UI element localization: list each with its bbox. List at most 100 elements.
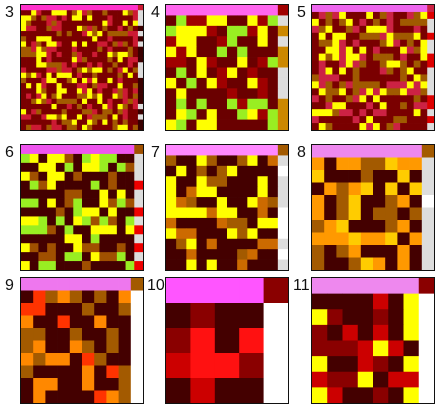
matrix-cell [31,72,37,79]
matrix-cell [397,145,410,158]
matrix-cell [69,328,83,341]
matrix-cell [116,162,126,173]
matrix-cell [386,116,394,124]
matrix-cell [92,15,98,21]
matrix-cell [36,93,42,100]
matrix-cell [26,98,32,105]
matrix-cell [327,293,343,310]
matrix-cell [130,278,143,291]
matrix-cell [57,390,71,403]
matrix-cell [176,155,187,167]
matrix-cell [130,353,143,366]
matrix-cell [421,145,434,158]
matrix-cell [26,46,32,53]
matrix-cell [427,81,434,89]
matrix-cell [51,10,57,16]
matrix-cell [64,162,74,173]
matrix-cell [64,145,74,155]
matrix-10-svg [166,278,288,403]
matrix-cell [29,216,39,226]
matrix-cell [66,114,73,120]
matrix-cell [186,5,197,16]
matrix-cell [312,46,320,54]
matrix-cell [64,261,74,270]
matrix-cell [357,340,374,357]
matrix-cell [92,88,98,94]
matrix-cell [134,171,143,182]
matrix-cell [345,11,354,20]
matrix-cell [69,278,83,291]
matrix-cell [400,81,408,89]
matrix-cell [176,259,187,270]
matrix-cell [56,51,63,58]
matrix-cell [33,303,46,316]
matrix-cell [73,171,83,182]
matrix-cell [418,278,434,294]
matrix-panel-6 [20,144,144,271]
matrix-cell [373,46,381,54]
matrix-cell [420,67,428,75]
matrix-cell [166,217,177,229]
matrix-cell [73,207,83,217]
matrix-cell [373,95,381,103]
matrix-cell [82,315,95,329]
matrix-cell [87,83,93,89]
matrix-cell [413,39,421,48]
matrix-cell [90,207,100,217]
matrix-cell [116,189,126,199]
matrix-cell [112,5,118,11]
matrix-cell [116,207,126,217]
matrix-cell [69,315,83,329]
matrix-cell [82,103,88,110]
matrix-cell [196,249,208,260]
matrix-cell [373,39,381,48]
matrix-cell [237,119,248,130]
matrix-cell [373,123,381,130]
matrix-cell [122,36,129,42]
matrix-cell [386,81,394,89]
matrix-cell [196,36,208,48]
matrix-cell [227,109,238,120]
matrix-cell [237,15,248,27]
matrix-cell [388,324,404,341]
matrix-cell [332,11,340,20]
matrix-cell [373,182,386,196]
matrix-cell [82,171,92,182]
matrix-cell [421,207,434,221]
matrix-cell [385,195,398,208]
matrix-cell [373,74,381,82]
matrix-cell [352,18,360,27]
matrix-cell [324,157,337,171]
matrix-cell [360,220,374,233]
matrix-cell [379,81,387,89]
matrix-cell [196,67,208,79]
matrix-cell [108,171,118,182]
matrix-cell [102,20,108,27]
matrix-cell [90,180,100,191]
matrix-cell [352,32,360,41]
matrix-cell [76,103,83,110]
matrix-cell [102,114,108,120]
matrix-cell [21,303,34,316]
matrix-cell [55,252,65,262]
matrix-cell [76,36,83,42]
matrix-cell [71,124,78,130]
matrix-cell [166,57,177,68]
matrix-cell [277,238,288,250]
matrix-cell [47,225,57,235]
matrix-cell [132,5,139,11]
matrix-cell [345,60,354,68]
matrix-cell [366,81,374,89]
matrix-cell [348,170,362,183]
matrix-cell [406,116,415,124]
matrix-cell [108,162,118,173]
matrix-cell [385,232,398,246]
matrix-cell [190,353,216,379]
matrix-cell [406,81,415,89]
matrix-cell [36,83,42,89]
matrix-cell [117,36,124,42]
matrix-cell [97,72,103,79]
matrix-cell [122,57,129,63]
matrix-cell [122,41,129,48]
matrix-cell [106,340,119,354]
